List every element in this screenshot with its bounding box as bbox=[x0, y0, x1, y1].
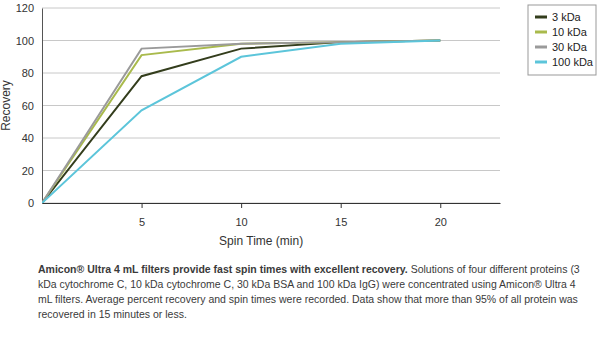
y-tick-label: 120 bbox=[16, 2, 34, 14]
legend-swatch bbox=[535, 61, 547, 64]
legend-label: 100 kDa bbox=[552, 56, 594, 68]
x-tick: 5 bbox=[139, 203, 145, 228]
y-tick-label: 80 bbox=[22, 67, 34, 79]
x-tick-mark bbox=[241, 203, 242, 208]
y-tick: 20 bbox=[22, 165, 42, 177]
series-line bbox=[42, 41, 440, 204]
series-line bbox=[42, 41, 440, 204]
y-tick-label: 20 bbox=[22, 165, 34, 177]
grid-line bbox=[42, 8, 500, 9]
caption-title: Amicon® Ultra 4 mL filters provide fast … bbox=[38, 263, 408, 275]
x-tick-mark bbox=[440, 203, 441, 208]
legend-box bbox=[528, 5, 596, 75]
y-axis: 0 20 40 60 80 100 120 bbox=[16, 2, 43, 209]
y-tick: 40 bbox=[22, 132, 42, 144]
x-tick: 15 bbox=[335, 203, 347, 228]
legend-label: 30 kDa bbox=[552, 41, 588, 53]
y-axis-title: Recovery bbox=[0, 80, 13, 131]
x-tick-label: 10 bbox=[236, 216, 248, 228]
y-tick: 60 bbox=[22, 100, 42, 112]
y-tick: 120 bbox=[16, 2, 42, 14]
caption: Amicon® Ultra 4 mL filters provide fast … bbox=[38, 262, 583, 322]
space bbox=[408, 263, 411, 275]
legend-swatch bbox=[535, 16, 547, 19]
plot-area bbox=[42, 41, 440, 204]
y-tick-label: 100 bbox=[16, 35, 34, 47]
grid-line bbox=[42, 170, 500, 171]
x-tick: 10 bbox=[236, 203, 248, 228]
y-axis-line bbox=[42, 9, 43, 204]
y-tick: 0 bbox=[28, 197, 42, 209]
y-tick-label: 40 bbox=[22, 132, 34, 144]
grid-line bbox=[42, 203, 500, 204]
x-tick-mark bbox=[142, 203, 143, 208]
y-tick: 80 bbox=[22, 67, 42, 79]
x-tick-label: 15 bbox=[335, 216, 347, 228]
x-axis-title: Spin Time (min) bbox=[219, 234, 303, 248]
x-tick-mark bbox=[341, 203, 342, 208]
legend: 3 kDa 10 kDa 30 kDa 100 kDa bbox=[528, 5, 596, 75]
y-tick-label: 60 bbox=[22, 100, 34, 112]
chart: 0 20 40 60 80 100 120 5 10 15 20 Spin Time (min) Rec… bbox=[0, 0, 600, 258]
legend-label: 3 kDa bbox=[552, 11, 582, 23]
x-axis-line bbox=[43, 203, 501, 204]
x-tick: 20 bbox=[435, 203, 447, 228]
x-axis: 5 10 15 20 bbox=[43, 203, 501, 228]
grid bbox=[42, 8, 500, 203]
series-line bbox=[42, 41, 440, 204]
grid-line bbox=[42, 105, 500, 106]
y-tick: 100 bbox=[16, 35, 42, 47]
legend-label: 10 kDa bbox=[552, 26, 588, 38]
legend-swatch bbox=[535, 31, 547, 34]
series-line bbox=[42, 41, 440, 204]
x-tick-label: 5 bbox=[139, 216, 145, 228]
grid-line bbox=[42, 73, 500, 74]
legend-swatch bbox=[535, 46, 547, 49]
y-tick-label: 0 bbox=[28, 197, 34, 209]
x-tick-label: 20 bbox=[435, 216, 447, 228]
